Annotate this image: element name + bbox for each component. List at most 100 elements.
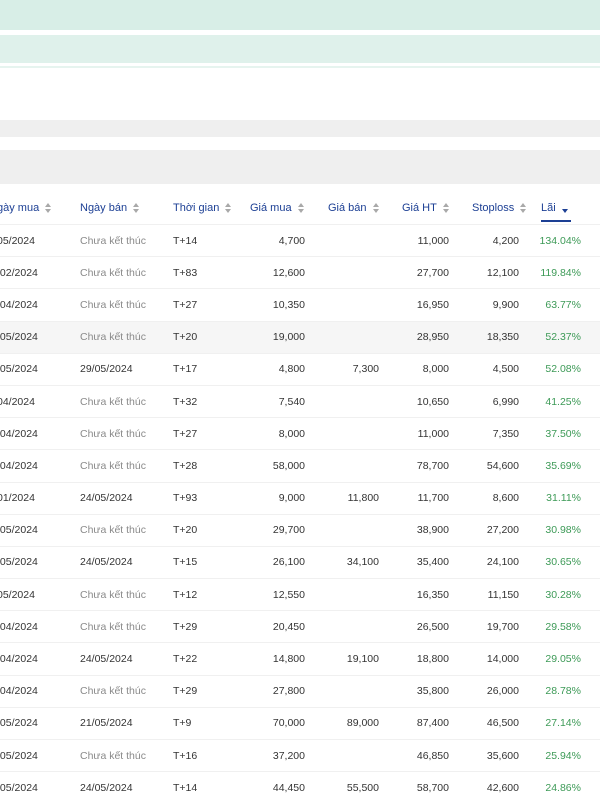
cell-stoploss: 27,200 [486, 524, 519, 537]
header-gia-mua[interactable]: Giá mua [250, 192, 320, 224]
cell-ngay-ban: Chưa kết thúc [80, 588, 146, 601]
cell-gia-ht: 27,700 [416, 266, 449, 279]
cell-lai: 52.37% [545, 331, 581, 344]
cell-stoploss: 46,500 [486, 717, 519, 730]
header-ngay-mua[interactable]: gày mua [0, 192, 67, 224]
cell-lai: 31.11% [546, 492, 581, 505]
cell-gia-ban [309, 579, 379, 610]
cell-gia-ht: 10,650 [416, 395, 449, 408]
header-lai[interactable]: Lãi [541, 192, 600, 224]
table-row[interactable]: 05/2024 Chưa kết thúc T+14 4,700 11,000 … [0, 224, 600, 256]
cell-gia-ban [309, 611, 379, 642]
cell-ngay-mua: /04/2024 [0, 620, 38, 633]
cell-ngay-ban: Chưa kết thúc [80, 395, 146, 408]
table-row[interactable]: /04/2024 Chưa kết thúc T+29 27,800 35,80… [0, 674, 600, 707]
cell-gia-ht: 11,000 [417, 427, 449, 440]
cell-gia-mua: 58,000 [272, 459, 305, 472]
cell-gia-mua: 44,450 [272, 781, 305, 794]
sort-icon[interactable] [297, 202, 305, 214]
table-row[interactable]: 04/2024 Chưa kết thúc T+32 7,540 10,650 … [0, 384, 600, 417]
table-row[interactable]: 05/2024 Chưa kết thúc T+12 12,550 16,350… [0, 578, 600, 610]
cell-thoi-gian: T+29 [173, 620, 198, 633]
cell-stoploss: 12,100 [486, 266, 519, 279]
cell-lai: 30.65% [545, 556, 581, 569]
table-row[interactable]: /04/2024 24/05/2024 T+22 14,800 19,100 1… [0, 642, 600, 674]
cell-thoi-gian: T+20 [173, 331, 198, 344]
cell-stoploss: 42,600 [486, 781, 519, 794]
table-row[interactable]: /05/2024 21/05/2024 T+9 70,000 89,000 87… [0, 706, 600, 739]
sort-icon[interactable] [133, 202, 140, 214]
table-row[interactable]: /04/2024 Chưa kết thúc T+27 10,350 16,95… [0, 288, 600, 320]
table-row[interactable]: /04/2024 Chưa kết thúc T+28 58,000 78,70… [0, 449, 600, 481]
cell-gia-ban [309, 289, 379, 320]
table-row[interactable]: 01/2024 24/05/2024 T+93 9,000 11,800 11,… [0, 481, 600, 514]
sort-icon[interactable] [45, 202, 52, 214]
sort-icon[interactable] [372, 202, 380, 214]
cell-gia-ht: 35,400 [416, 556, 449, 569]
sort-desc-icon[interactable] [561, 203, 569, 214]
sort-icon[interactable] [225, 202, 232, 214]
header-gia-ban[interactable]: Giá bán [328, 192, 398, 224]
cell-gia-mua: 7,540 [278, 395, 305, 408]
cell-stoploss: 9,900 [492, 298, 519, 311]
sort-icon[interactable] [442, 202, 450, 214]
cell-ngay-mua: 01/2024 [0, 492, 35, 505]
cell-gia-ht: 16,950 [416, 298, 449, 311]
cell-stoploss: 24,100 [486, 556, 519, 569]
cell-lai: 35.69% [545, 459, 581, 472]
table-header: gày mua Ngày bán Thời gian Giá mua Giá b… [0, 192, 600, 224]
header-thoi-gian[interactable]: Thời gian [173, 192, 243, 224]
table-row[interactable]: /05/2024 Chưa kết thúc T+20 29,700 38,90… [0, 513, 600, 546]
table-row[interactable]: /04/2024 Chưa kết thúc T+27 8,000 11,000… [0, 417, 600, 449]
table-row[interactable]: /05/2024 Chưa kết thúc T+16 37,200 46,85… [0, 739, 600, 771]
cell-gia-mua: 12,550 [272, 588, 305, 601]
cell-lai: 41.25% [545, 395, 581, 408]
cell-lai: 37.50% [545, 427, 581, 440]
cell-gia-mua: 70,000 [272, 717, 305, 730]
cell-ngay-mua: /05/2024 [0, 524, 38, 537]
cell-thoi-gian: T+29 [173, 685, 198, 698]
table-row[interactable]: /05/2024 29/05/2024 T+17 4,800 7,300 8,0… [0, 352, 600, 385]
table-row[interactable]: /05/2024 24/05/2024 T+14 44,450 55,500 5… [0, 771, 600, 803]
cell-stoploss: 14,000 [486, 653, 519, 666]
header-ngay-ban[interactable]: Ngày bán [80, 192, 160, 224]
table-row[interactable]: /05/2024 24/05/2024 T+15 26,100 34,100 3… [0, 545, 600, 578]
cell-gia-ban: 7,300 [352, 363, 379, 376]
cell-gia-ht: 11,700 [417, 492, 449, 505]
table-row[interactable]: /02/2024 Chưa kết thúc T+83 12,600 27,70… [0, 256, 600, 288]
cell-gia-ht: 78,700 [416, 459, 449, 472]
cell-thoi-gian: T+14 [173, 781, 198, 794]
cell-ngay-mua: 05/2024 [0, 234, 35, 247]
header-gia-ht[interactable]: Giá HT [402, 192, 472, 224]
cell-thoi-gian: T+20 [173, 524, 198, 537]
cell-thoi-gian: T+9 [173, 717, 192, 730]
cell-lai: 28.78% [545, 685, 581, 698]
cell-ngay-ban: Chưa kết thúc [80, 459, 146, 472]
cell-stoploss: 4,200 [492, 234, 519, 247]
sort-icon[interactable] [520, 202, 527, 214]
cell-gia-ht: 28,950 [416, 331, 449, 344]
cell-gia-mua: 27,800 [272, 685, 305, 698]
cell-ngay-mua: /04/2024 [0, 685, 38, 698]
cell-lai: 134.04% [539, 234, 581, 247]
table-row[interactable]: /05/2024 Chưa kết thúc T+20 19,000 28,95… [0, 320, 600, 353]
header-stoploss[interactable]: Stoploss [472, 192, 542, 224]
top-banner [0, 0, 600, 30]
banner-divider [0, 66, 600, 68]
cell-gia-ht: 8,000 [422, 363, 449, 376]
cell-ngay-ban: Chưa kết thúc [80, 524, 146, 537]
cell-gia-mua: 37,200 [272, 749, 305, 762]
header-lai-label: Lãi [541, 202, 556, 214]
cell-gia-ban: 55,500 [346, 781, 379, 794]
cell-gia-ban [309, 515, 379, 546]
cell-gia-mua: 4,700 [278, 234, 305, 247]
cell-ngay-ban: Chưa kết thúc [80, 331, 146, 344]
cell-ngay-mua: /04/2024 [0, 459, 38, 472]
table-row[interactable]: /04/2024 Chưa kết thúc T+29 20,450 26,50… [0, 610, 600, 642]
cell-gia-ban [309, 386, 379, 417]
table-body: 05/2024 Chưa kết thúc T+14 4,700 11,000 … [0, 224, 600, 803]
cell-gia-ban [309, 740, 379, 771]
cell-gia-ban: 89,000 [346, 717, 379, 730]
cell-gia-ht: 18,800 [416, 653, 449, 666]
cell-ngay-mua: /05/2024 [0, 556, 38, 569]
